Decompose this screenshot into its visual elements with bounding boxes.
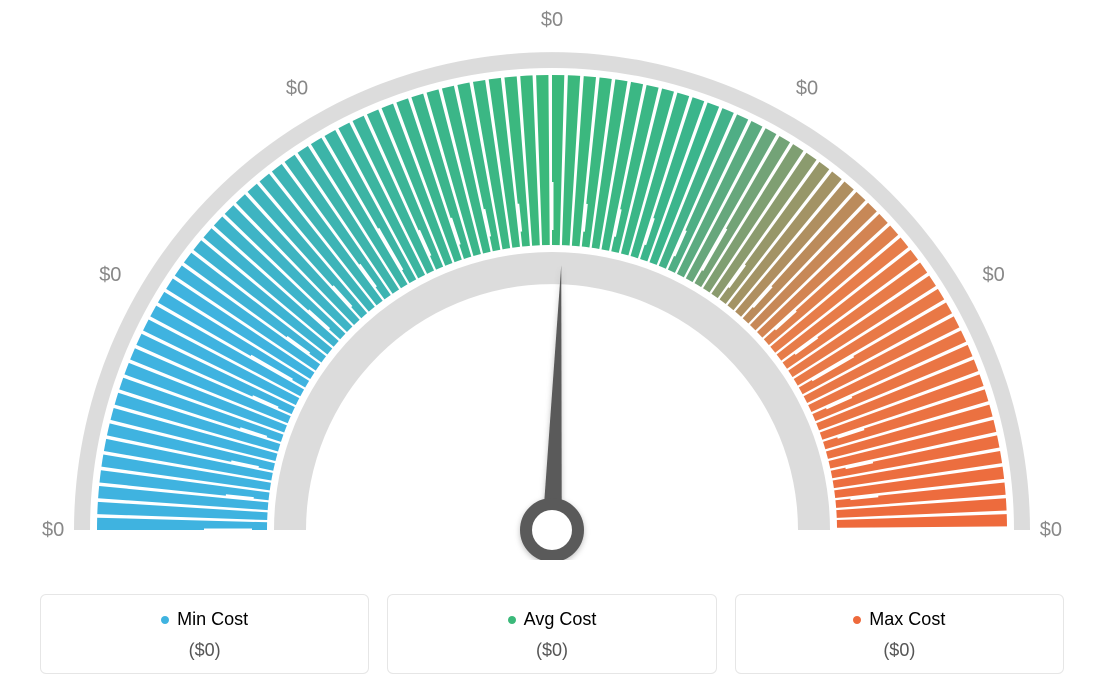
legend-title-max: Max Cost — [853, 609, 945, 630]
gauge-tick-label: $0 — [99, 264, 121, 286]
legend-label-avg: Avg Cost — [524, 609, 597, 630]
gauge-tick-label: $0 — [541, 9, 563, 31]
legend-value-avg: ($0) — [398, 640, 705, 661]
legend-value-max: ($0) — [746, 640, 1053, 661]
legend-dot-avg — [508, 616, 516, 624]
gauge-tick-label: $0 — [1040, 519, 1062, 541]
legend-dot-min — [161, 616, 169, 624]
gauge-tick-label: $0 — [286, 77, 308, 99]
gauge-tick-label: $0 — [983, 264, 1005, 286]
gauge-tick-label: $0 — [796, 77, 818, 99]
gauge-svg: $0 $0 $0 $0 $0 $0 $0 — [0, 0, 1104, 560]
legend-dot-max — [853, 616, 861, 624]
legend-value-min: ($0) — [51, 640, 358, 661]
chart-container: $0 $0 $0 $0 $0 $0 $0 Min Cost ($0) Avg Cost ($… — [0, 0, 1104, 690]
gauge-needle — [526, 265, 578, 556]
legend-card-min: Min Cost ($0) — [40, 594, 369, 674]
legend-row: Min Cost ($0) Avg Cost ($0) Max Cost ($0… — [40, 594, 1064, 674]
legend-title-avg: Avg Cost — [508, 609, 597, 630]
gauge-tick-label: $0 — [42, 519, 64, 541]
legend-label-min: Min Cost — [177, 609, 248, 630]
legend-title-min: Min Cost — [161, 609, 248, 630]
gauge-chart: $0 $0 $0 $0 $0 $0 $0 — [0, 0, 1104, 560]
legend-card-avg: Avg Cost ($0) — [387, 594, 716, 674]
legend-label-max: Max Cost — [869, 609, 945, 630]
legend-card-max: Max Cost ($0) — [735, 594, 1064, 674]
